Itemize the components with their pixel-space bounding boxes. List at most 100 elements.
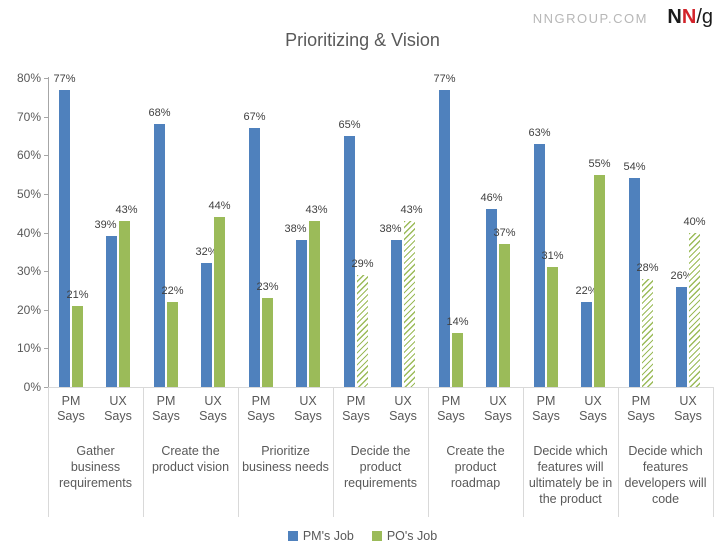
subgroup-label: UX Says bbox=[294, 394, 322, 423]
ytick-mark bbox=[44, 387, 48, 388]
ytick-mark bbox=[44, 78, 48, 79]
bar-pos-job bbox=[594, 174, 605, 387]
subgroup-label: UX Says bbox=[104, 394, 132, 423]
bar-value-label: 67% bbox=[243, 111, 266, 124]
ytick-mark bbox=[44, 232, 48, 234]
bar-pos-job bbox=[309, 220, 320, 387]
bar-pms-job bbox=[439, 89, 450, 387]
bar-pos-job bbox=[499, 244, 510, 387]
bar-value-label: 32% bbox=[195, 246, 218, 259]
category-label: Decide which features will ultimately be… bbox=[528, 444, 613, 506]
category-label: Create the product vision bbox=[151, 444, 230, 474]
ytick-label: 70% bbox=[16, 109, 41, 124]
bar-pos-job bbox=[547, 267, 558, 387]
bar-pms-job bbox=[486, 209, 497, 387]
ytick-label: 20% bbox=[16, 302, 41, 317]
ytick-label: 10% bbox=[16, 341, 41, 356]
bar-value-label: 77% bbox=[433, 72, 456, 85]
ytick-label: 50% bbox=[16, 186, 41, 201]
legend-item: PO's Job bbox=[371, 529, 438, 543]
bar-pos-job bbox=[452, 332, 463, 387]
x-axis-line bbox=[48, 387, 714, 388]
nngroup-site-url: NNGROUP.COM bbox=[532, 11, 648, 26]
y-axis-line bbox=[48, 77, 49, 388]
category-separator bbox=[238, 388, 239, 517]
subgroup-label: UX Says bbox=[579, 394, 607, 423]
nng-logo-n1: N bbox=[667, 6, 682, 28]
bar-value-label: 43% bbox=[305, 203, 328, 216]
subgroup-label: UX Says bbox=[389, 394, 417, 423]
subgroup-label: PM Says bbox=[152, 394, 180, 423]
category-label: Decide which features developers will co… bbox=[624, 444, 707, 506]
bar-pms-job bbox=[201, 263, 212, 387]
subgroup-label: PM Says bbox=[57, 394, 85, 423]
bar-value-label: 65% bbox=[338, 118, 361, 131]
bar-value-label: 46% bbox=[480, 192, 503, 205]
bar-value-label: 29% bbox=[351, 257, 374, 270]
legend: PM's Job PO's Job bbox=[0, 529, 725, 543]
bar-pos-job bbox=[72, 305, 83, 387]
bar-pms-job bbox=[391, 240, 402, 387]
bar-value-label: 40% bbox=[683, 215, 706, 228]
bar-value-label: 26% bbox=[670, 269, 693, 282]
legend-item: PM's Job bbox=[287, 529, 354, 543]
bar-value-label: 68% bbox=[148, 107, 171, 120]
legend-label: PM's Job bbox=[302, 529, 354, 543]
ytick-mark bbox=[44, 155, 48, 157]
bar-value-label: 23% bbox=[256, 281, 279, 294]
subgroup-label: PM Says bbox=[437, 394, 465, 423]
bar-value-label: 21% bbox=[66, 288, 89, 301]
bar-pos-job bbox=[262, 298, 273, 387]
bar-value-label: 55% bbox=[588, 157, 611, 170]
bar-pos-job bbox=[642, 278, 653, 387]
bar-pms-job bbox=[59, 89, 70, 387]
nng-logo-slash: / bbox=[696, 6, 702, 28]
bar-value-label: 44% bbox=[208, 200, 231, 213]
bar-value-label: 43% bbox=[400, 203, 423, 216]
legend-swatch bbox=[287, 531, 298, 541]
category-label: Gather business requirements bbox=[59, 444, 132, 490]
bar-value-label: 63% bbox=[528, 126, 551, 139]
bar-pms-job bbox=[249, 128, 260, 387]
bar-value-label: 54% bbox=[623, 161, 646, 174]
category-separator bbox=[713, 388, 714, 517]
bar-pos-job bbox=[119, 220, 130, 387]
chart-title: Prioritizing & Vision bbox=[285, 30, 440, 50]
bar-value-label: 77% bbox=[53, 72, 76, 85]
ytick-label: 0% bbox=[23, 380, 41, 394]
ytick-label: 60% bbox=[16, 148, 41, 163]
subgroup-label: PM Says bbox=[532, 394, 560, 423]
legend-label: PO's Job bbox=[386, 529, 438, 543]
bar-pms-job bbox=[154, 124, 165, 387]
bar-pos-job bbox=[214, 217, 225, 387]
bar-value-label: 14% bbox=[446, 315, 469, 328]
bar-value-label: 22% bbox=[161, 285, 184, 298]
subgroup-label: UX Says bbox=[674, 394, 702, 423]
category-separator bbox=[618, 388, 619, 517]
bar-value-label: 31% bbox=[541, 250, 564, 263]
ytick-mark bbox=[44, 348, 48, 350]
bar-pms-job bbox=[629, 178, 640, 387]
bar-value-label: 38% bbox=[284, 223, 307, 236]
bar-pms-job bbox=[534, 143, 545, 387]
ytick-mark bbox=[44, 271, 48, 273]
category-label: Create the product roadmap bbox=[446, 444, 505, 490]
bar-pos-job bbox=[689, 232, 700, 387]
ytick-mark bbox=[44, 116, 48, 118]
bar-value-label: 43% bbox=[115, 203, 138, 216]
ytick-mark bbox=[44, 193, 48, 195]
ytick-label: 80% bbox=[16, 71, 41, 85]
bar-pms-job bbox=[296, 240, 307, 387]
ytick-mark bbox=[44, 309, 48, 311]
bar-pos-job bbox=[404, 220, 415, 387]
bar-pms-job bbox=[581, 302, 592, 387]
nng-logo: NN/g bbox=[667, 6, 713, 29]
ytick-label: 40% bbox=[16, 225, 41, 240]
category-separator bbox=[428, 388, 429, 517]
nng-logo-n2: N bbox=[681, 6, 697, 28]
category-separator bbox=[523, 388, 524, 517]
bar-pms-job bbox=[676, 286, 687, 387]
category-separator bbox=[333, 388, 334, 517]
category-label: Decide the product requirements bbox=[344, 444, 417, 490]
